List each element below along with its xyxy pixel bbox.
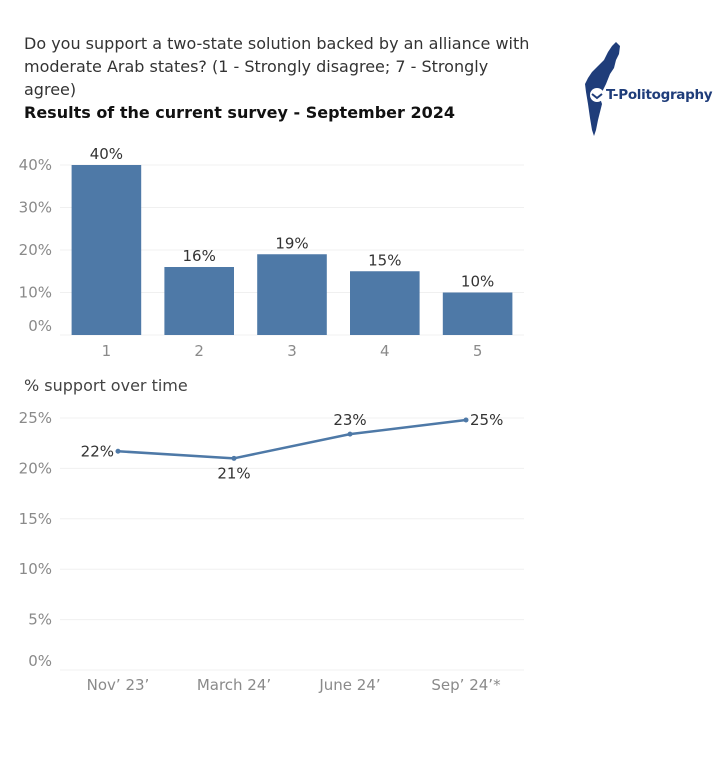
bar — [71, 165, 142, 335]
chart-subtitle: Results of the current survey - Septembe… — [24, 103, 456, 122]
bar-value-label: 10% — [461, 273, 494, 291]
bar-value-label: 16% — [183, 247, 216, 265]
chart-header: Do you support a two-state solution back… — [24, 32, 544, 124]
chart-title: Do you support a two-state solution back… — [24, 34, 530, 99]
bar-x-tick-label: 2 — [194, 342, 204, 360]
line-point — [115, 448, 121, 454]
line-grid — [60, 417, 524, 671]
bar — [350, 271, 420, 335]
line-value-label: 25% — [470, 411, 503, 429]
bar-x-axis: 1 2 3 4 5 — [102, 342, 483, 360]
bar-y-axis: 0% 10% 20% 30% 40% — [19, 156, 52, 335]
line-value-label: 22% — [81, 442, 114, 460]
bar-value-label: 40% — [90, 145, 123, 163]
bar-y-tick-label: 20% — [19, 241, 52, 259]
line-chart-title: % support over time — [24, 376, 188, 395]
bar-series: 40% 16% 19% 15% 10% — [71, 145, 513, 335]
israel-map-logo-icon — [585, 42, 620, 136]
bar-value-label: 19% — [275, 234, 308, 252]
line-chart: % support over time 0% 5% 10% 15% 20% 25% 22%… — [19, 376, 524, 694]
line-y-tick-label: 25% — [19, 409, 52, 427]
line-series-path — [117, 418, 467, 460]
line-x-tick-label: Nov’ 23’ — [87, 676, 150, 694]
bar-x-tick-label: 4 — [380, 342, 390, 360]
bar-value-label: 15% — [368, 251, 401, 269]
line-point — [347, 431, 353, 437]
bar — [164, 267, 234, 335]
bar-chart: 0% 10% 20% 30% 40% 40% 16% 19% 15% 10% 1 2 3 4 5 — [19, 145, 524, 360]
line-x-tick-label: Sep’ 24’* — [431, 676, 501, 694]
line-point — [463, 417, 469, 423]
line-y-tick-label: 0% — [28, 652, 52, 670]
bar-x-tick-label: 1 — [102, 342, 112, 360]
line-y-tick-label: 10% — [19, 560, 52, 578]
bar-y-tick-label: 10% — [19, 284, 52, 302]
bar-y-tick-label: 0% — [28, 317, 52, 335]
bar — [257, 254, 327, 335]
bar-y-tick-label: 30% — [19, 199, 52, 217]
line-x-axis: Nov’ 23’ March 24’ June 24’ Sep’ 24’* — [87, 676, 501, 694]
bar-y-tick-label: 40% — [19, 156, 52, 174]
line-series: 22% 21% 23% 25% — [81, 411, 504, 482]
bar — [442, 292, 513, 335]
line-y-tick-label: 15% — [19, 510, 52, 528]
line-x-tick-label: March 24’ — [197, 676, 271, 694]
logo-text: T-Politography — [606, 87, 713, 103]
line-y-tick-label: 20% — [19, 459, 52, 477]
line-y-axis: 0% 5% 10% 15% 20% 25% — [19, 409, 52, 670]
line-value-label: 21% — [217, 464, 250, 482]
line-y-tick-label: 5% — [28, 611, 52, 629]
line-value-label: 23% — [333, 411, 366, 429]
bar-x-tick-label: 3 — [287, 342, 297, 360]
line-x-tick-label: June 24’ — [318, 676, 380, 694]
line-point — [231, 455, 237, 461]
bar-x-tick-label: 5 — [473, 342, 483, 360]
